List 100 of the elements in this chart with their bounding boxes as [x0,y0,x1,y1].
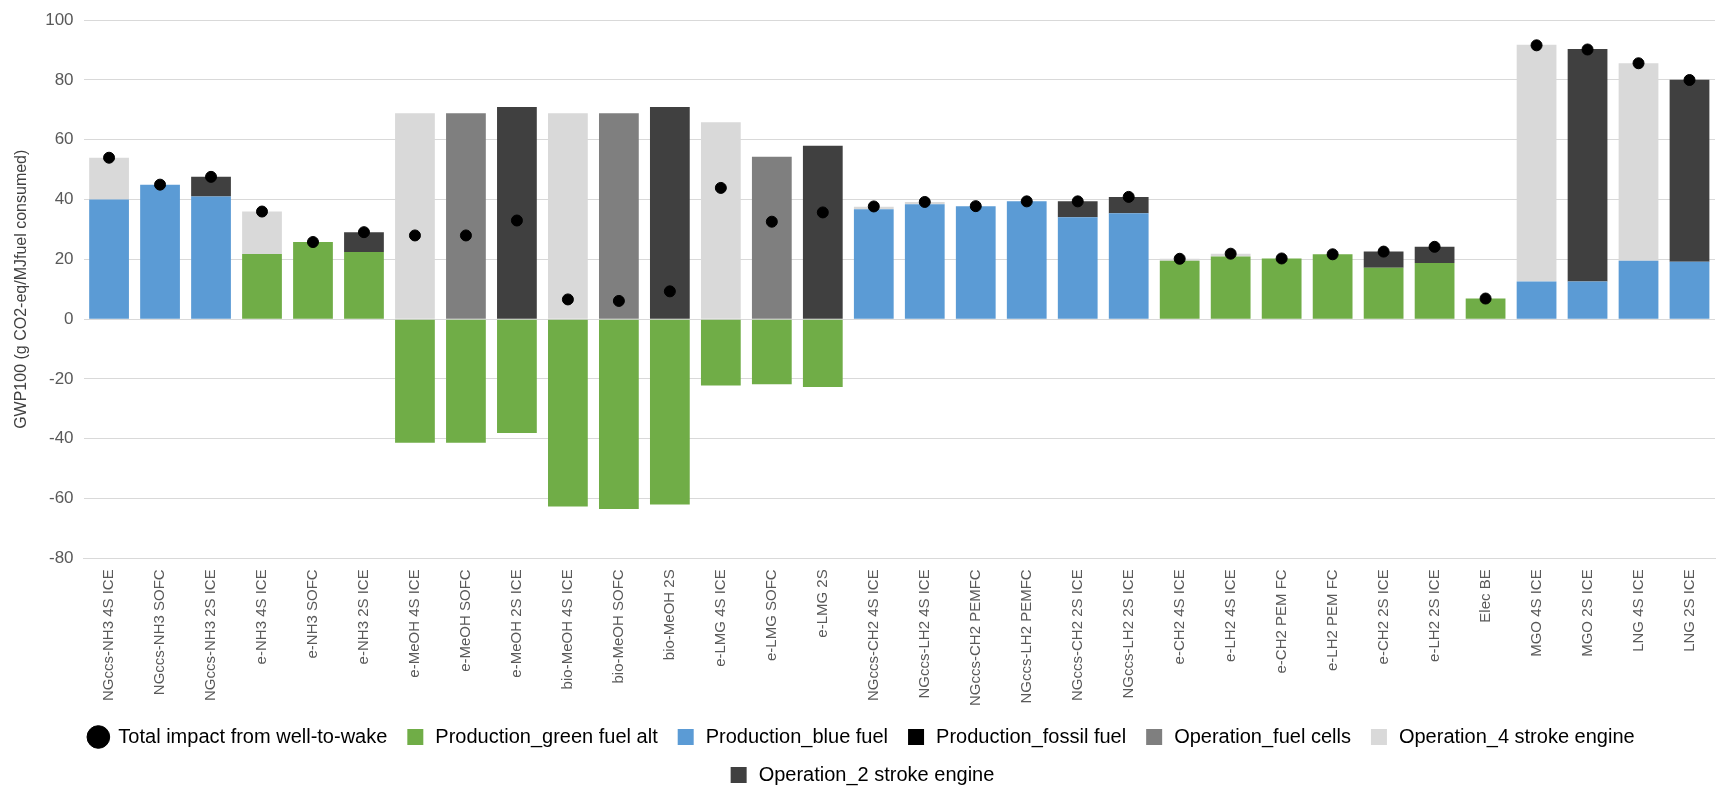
point [1632,57,1645,70]
x-tick-label: NGccs-CH2 PEMFC [965,569,983,706]
bar [1567,48,1608,282]
x-tick-label: NGccs-LH2 PEMFC [1016,569,1034,704]
point [1071,195,1084,208]
x-tick-label: NGccs-NH3 SOFC [150,569,168,696]
point [969,200,982,213]
bar [1669,79,1710,262]
bar [344,232,384,252]
bar [649,319,690,505]
x-tick-label: MGO 4S ICE [1526,569,1544,657]
x-tick-label: NGccs-CH2 4S ICE [863,569,881,702]
bar [1210,256,1251,319]
point [816,206,829,219]
bar [1516,281,1557,319]
point [1224,247,1237,260]
point [357,226,370,239]
bar [140,184,180,319]
x-tick-label: e-MeOH SOFC [456,569,474,672]
bar [853,209,894,319]
x-tick-label: e-LMG 4S ICE [710,569,728,667]
bar [802,319,843,388]
point [918,195,931,208]
point [1479,292,1492,305]
point [1428,240,1441,253]
x-tick-label: e-LH2 2S ICE [1424,569,1442,662]
bar [1414,262,1455,319]
point [408,229,421,242]
y-tick-label: -80 [48,548,74,568]
x-tick-label: e-LMG SOFC [761,569,779,662]
x-tick-label: e-NH3 SOFC [303,569,321,659]
point [1530,39,1543,52]
legend-label: Operation_4 stroke engine [1398,724,1635,748]
y-axis-title: GWP100 (g CO2-eq/MJfuel consumed) [12,149,30,429]
x-tick-label: bio-MeOH 2S [660,569,677,661]
x-tick-label: e-NH3 2S ICE [354,569,372,665]
point [1377,245,1390,258]
bar [1159,260,1200,319]
legend-label: Production_green fuel alt [435,724,659,748]
x-tick-label: LNG 2S ICE [1679,569,1697,652]
point [1122,190,1135,203]
bar [955,206,996,319]
bar [1567,281,1608,319]
x-tick-label: e-CH2 2S ICE [1373,569,1391,665]
y-tick-label: 100 [45,9,74,29]
x-tick-label: NGccs-CH2 2S ICE [1067,569,1085,702]
x-tick-label: NGccs-NH3 4S ICE [99,569,117,702]
bar [395,319,435,443]
x-tick-label: e-CH2 4S ICE [1169,569,1187,665]
point [1275,252,1288,265]
bar [751,319,792,385]
x-tick-label: e-LMG 2S [812,569,830,638]
bar [191,176,231,197]
bar [191,196,231,319]
bar [1006,201,1047,319]
bar [649,106,690,319]
x-tick-label: NGccs-LH2 2S ICE [1118,569,1136,699]
bar [1465,298,1506,319]
bar [242,253,282,319]
point [714,181,727,194]
x-tick-label: NGccs-LH2 4S ICE [914,569,932,699]
bar [1363,267,1404,319]
bar [1669,261,1710,319]
bar [599,319,639,509]
y-tick-label: -60 [48,488,74,508]
point [1326,248,1339,261]
point [1173,252,1186,265]
bar [904,204,945,319]
bar [802,145,843,319]
bar [293,242,333,319]
bar [497,319,537,434]
point [459,229,472,242]
bar [548,319,588,507]
point [561,293,574,306]
legend-label: Operation_2 stroke engine [758,762,995,786]
point [205,170,218,183]
bar [446,319,486,443]
point [256,205,268,218]
y-tick-label: 0 [64,308,74,328]
x-tick-label: e-MeOH 4S ICE [405,569,423,678]
x-tick-label: Elec BE [1475,569,1493,623]
point [154,178,167,191]
point [867,200,880,213]
bar [1057,201,1098,218]
y-tick-label: 80 [54,69,74,89]
bar [1312,254,1353,319]
x-tick-label: bio-MeOH 4S ICE [558,569,576,690]
bar [1261,258,1302,319]
x-tick-label: e-LH2 4S ICE [1220,569,1238,662]
point [1581,43,1594,56]
x-tick-label: e-NH3 4S ICE [252,569,270,665]
legend-label: Total impact from well-to-wake [118,724,388,747]
y-tick-label: -40 [48,428,74,448]
y-tick-label: -20 [48,368,74,388]
point [103,151,116,164]
bar [1057,217,1098,319]
point [765,215,778,228]
point [1020,195,1033,208]
x-tick-label: e-CH2 PEM FC [1271,569,1289,674]
x-tick-label: LNG 4S ICE [1628,569,1646,652]
